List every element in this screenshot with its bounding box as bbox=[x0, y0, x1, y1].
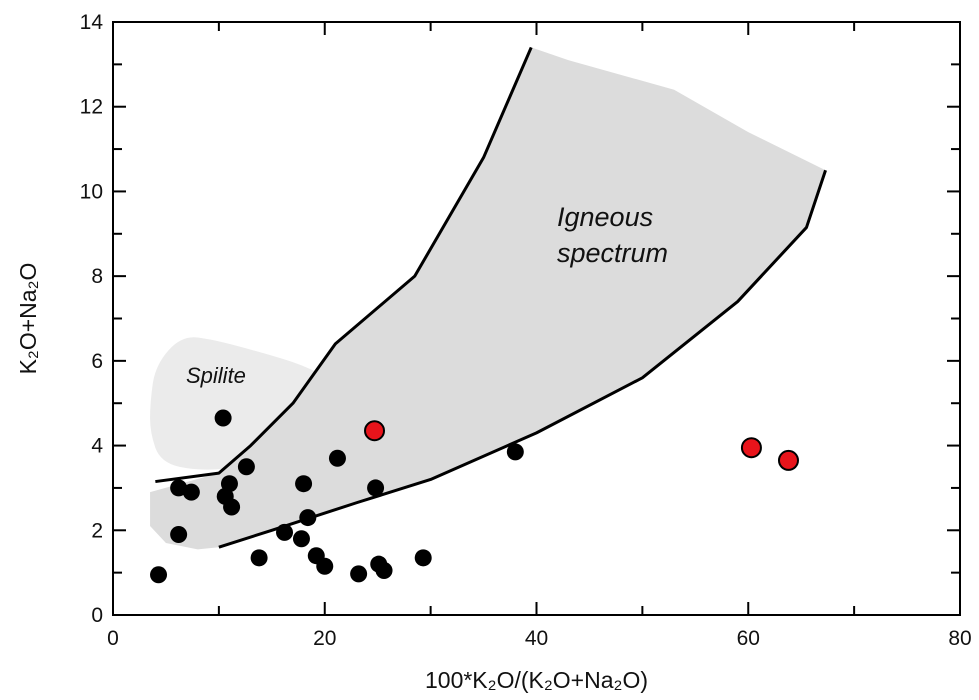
spilite-label: Spilite bbox=[186, 363, 246, 388]
y-tick-label: 2 bbox=[91, 519, 103, 542]
black-point-20 bbox=[375, 562, 393, 580]
x-tick-label: 60 bbox=[737, 627, 760, 650]
field-regions bbox=[150, 47, 826, 550]
x-axis-label: 100*K₂O/(K₂O+Na₂O) bbox=[425, 667, 648, 693]
y-axis-label: K₂O+Na₂O bbox=[15, 263, 41, 375]
y-tick-label: 8 bbox=[91, 265, 103, 288]
black-point-7 bbox=[223, 498, 241, 516]
x-tick-label: 40 bbox=[525, 627, 548, 650]
black-point-6 bbox=[220, 475, 238, 493]
igneous-label-line2: spectrum bbox=[557, 238, 668, 268]
black-point-8 bbox=[237, 458, 255, 476]
igneous-lower-boundary bbox=[218, 169, 827, 549]
black-point-13 bbox=[299, 509, 317, 527]
y-tick-label: 6 bbox=[91, 350, 103, 373]
data-points bbox=[150, 409, 799, 584]
red-point-1 bbox=[740, 437, 762, 459]
x-tick-label: 80 bbox=[948, 627, 971, 650]
black-point-3 bbox=[170, 526, 188, 544]
black-point-18 bbox=[367, 479, 385, 497]
field-boundaries bbox=[155, 46, 827, 549]
y-tick-label: 10 bbox=[80, 180, 103, 203]
igneous-field bbox=[150, 47, 826, 550]
x-tick-labels: 0 20 40 60 80 bbox=[107, 627, 972, 650]
black-point-21 bbox=[414, 549, 432, 567]
red-point-0 bbox=[364, 420, 386, 442]
y-tick-label: 4 bbox=[91, 435, 103, 458]
black-point-17 bbox=[350, 565, 368, 583]
black-point-4 bbox=[214, 409, 232, 427]
red-point-2 bbox=[777, 449, 799, 471]
black-point-9 bbox=[250, 549, 268, 567]
y-tick-label: 0 bbox=[91, 604, 103, 627]
x-tick-label: 0 bbox=[107, 627, 119, 650]
black-point-11 bbox=[292, 530, 310, 548]
black-point-10 bbox=[276, 523, 294, 541]
black-point-12 bbox=[295, 475, 313, 493]
black-point-0 bbox=[150, 566, 168, 584]
field-annotations: Spilite Igneous spectrum bbox=[186, 202, 668, 388]
igneous-label-line1: Igneous bbox=[557, 202, 653, 232]
y-tick-labels: 0 2 4 6 8 10 12 14 bbox=[80, 11, 104, 627]
black-point-22 bbox=[506, 443, 524, 461]
black-point-16 bbox=[328, 449, 346, 467]
y-tick-label: 14 bbox=[80, 11, 104, 34]
black-point-2 bbox=[182, 483, 200, 501]
black-point-15 bbox=[316, 557, 334, 575]
y-tick-label: 12 bbox=[80, 96, 103, 119]
igneous-upper-boundary bbox=[155, 46, 533, 484]
x-tick-label: 20 bbox=[313, 627, 336, 650]
axis-ticks bbox=[112, 21, 961, 616]
